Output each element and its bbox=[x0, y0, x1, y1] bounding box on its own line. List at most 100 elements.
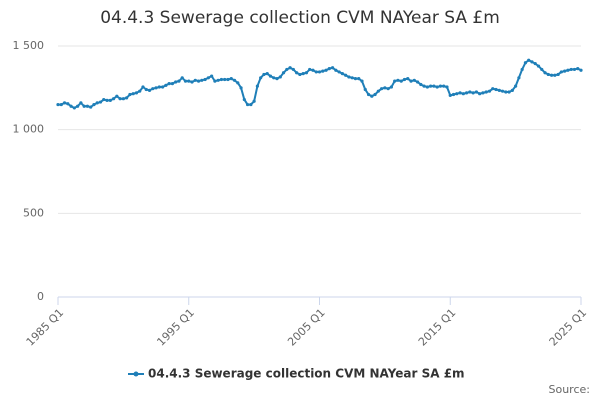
point bbox=[353, 77, 358, 81]
point bbox=[572, 67, 577, 72]
point bbox=[177, 79, 181, 83]
point bbox=[324, 68, 328, 72]
point bbox=[295, 71, 299, 75]
point bbox=[563, 69, 567, 73]
point bbox=[190, 80, 194, 84]
point bbox=[425, 85, 429, 89]
point bbox=[125, 96, 129, 100]
point bbox=[291, 67, 295, 72]
point bbox=[366, 92, 371, 97]
point bbox=[239, 86, 243, 90]
point bbox=[183, 79, 188, 83]
point bbox=[281, 71, 286, 75]
point bbox=[546, 72, 550, 77]
point bbox=[386, 87, 390, 91]
point bbox=[491, 87, 495, 91]
point bbox=[549, 73, 554, 77]
point bbox=[272, 76, 276, 80]
point bbox=[461, 92, 465, 96]
point bbox=[265, 72, 269, 76]
point bbox=[402, 77, 407, 82]
point bbox=[566, 68, 570, 72]
point bbox=[396, 78, 400, 82]
point bbox=[236, 81, 240, 85]
x-tick-label: 2025 Q1 bbox=[547, 306, 590, 349]
point bbox=[85, 104, 90, 108]
point bbox=[327, 66, 331, 71]
point bbox=[187, 79, 191, 83]
point bbox=[442, 84, 446, 88]
point bbox=[455, 92, 459, 96]
point bbox=[95, 101, 99, 105]
point bbox=[111, 97, 116, 101]
point bbox=[259, 76, 263, 80]
point bbox=[242, 97, 246, 102]
point bbox=[144, 87, 148, 92]
point bbox=[167, 82, 171, 86]
point bbox=[527, 58, 531, 62]
point bbox=[170, 82, 175, 86]
point bbox=[304, 71, 309, 75]
point bbox=[213, 79, 217, 83]
point bbox=[393, 79, 397, 83]
point bbox=[553, 73, 557, 77]
point bbox=[314, 70, 318, 74]
point bbox=[252, 99, 256, 103]
point bbox=[131, 92, 135, 96]
point bbox=[141, 85, 145, 89]
point bbox=[72, 106, 76, 110]
point bbox=[121, 97, 125, 101]
point bbox=[350, 76, 354, 80]
point bbox=[363, 87, 367, 92]
point bbox=[102, 97, 106, 102]
point bbox=[432, 84, 436, 88]
point bbox=[438, 84, 443, 88]
point bbox=[494, 87, 498, 92]
point bbox=[200, 78, 204, 82]
point bbox=[380, 87, 384, 91]
point bbox=[445, 85, 449, 89]
point bbox=[115, 94, 119, 98]
point bbox=[317, 70, 322, 74]
point bbox=[249, 102, 253, 107]
point bbox=[429, 84, 433, 88]
point bbox=[412, 78, 416, 82]
point bbox=[406, 77, 410, 81]
point bbox=[79, 101, 83, 105]
point bbox=[223, 77, 227, 82]
point bbox=[59, 102, 63, 107]
x-tick-label: 2005 Q1 bbox=[285, 306, 328, 349]
point bbox=[471, 91, 475, 95]
source: Source: bbox=[549, 383, 591, 396]
point bbox=[92, 102, 96, 107]
point bbox=[288, 66, 292, 70]
point bbox=[128, 92, 132, 97]
point bbox=[383, 86, 387, 90]
point bbox=[321, 69, 325, 73]
point bbox=[514, 84, 518, 88]
y-tick-label: 1 000 bbox=[13, 123, 45, 136]
point bbox=[422, 84, 426, 88]
point bbox=[389, 85, 394, 89]
point bbox=[468, 90, 472, 94]
point bbox=[285, 67, 289, 72]
point bbox=[337, 70, 341, 74]
point bbox=[161, 85, 165, 89]
point bbox=[357, 77, 361, 81]
point bbox=[576, 66, 580, 71]
point bbox=[154, 86, 158, 90]
point bbox=[579, 68, 583, 72]
point bbox=[226, 77, 230, 82]
point bbox=[415, 80, 420, 84]
y-tick-label: 1 500 bbox=[13, 39, 45, 52]
point bbox=[487, 89, 492, 93]
point bbox=[330, 66, 335, 70]
point bbox=[530, 60, 534, 64]
point bbox=[98, 100, 103, 104]
point bbox=[76, 104, 80, 108]
chart-title: 04.4.3 Sewerage collection CVM NAYear SA… bbox=[100, 8, 500, 28]
point bbox=[500, 89, 505, 93]
point bbox=[89, 105, 93, 109]
point bbox=[458, 91, 462, 95]
